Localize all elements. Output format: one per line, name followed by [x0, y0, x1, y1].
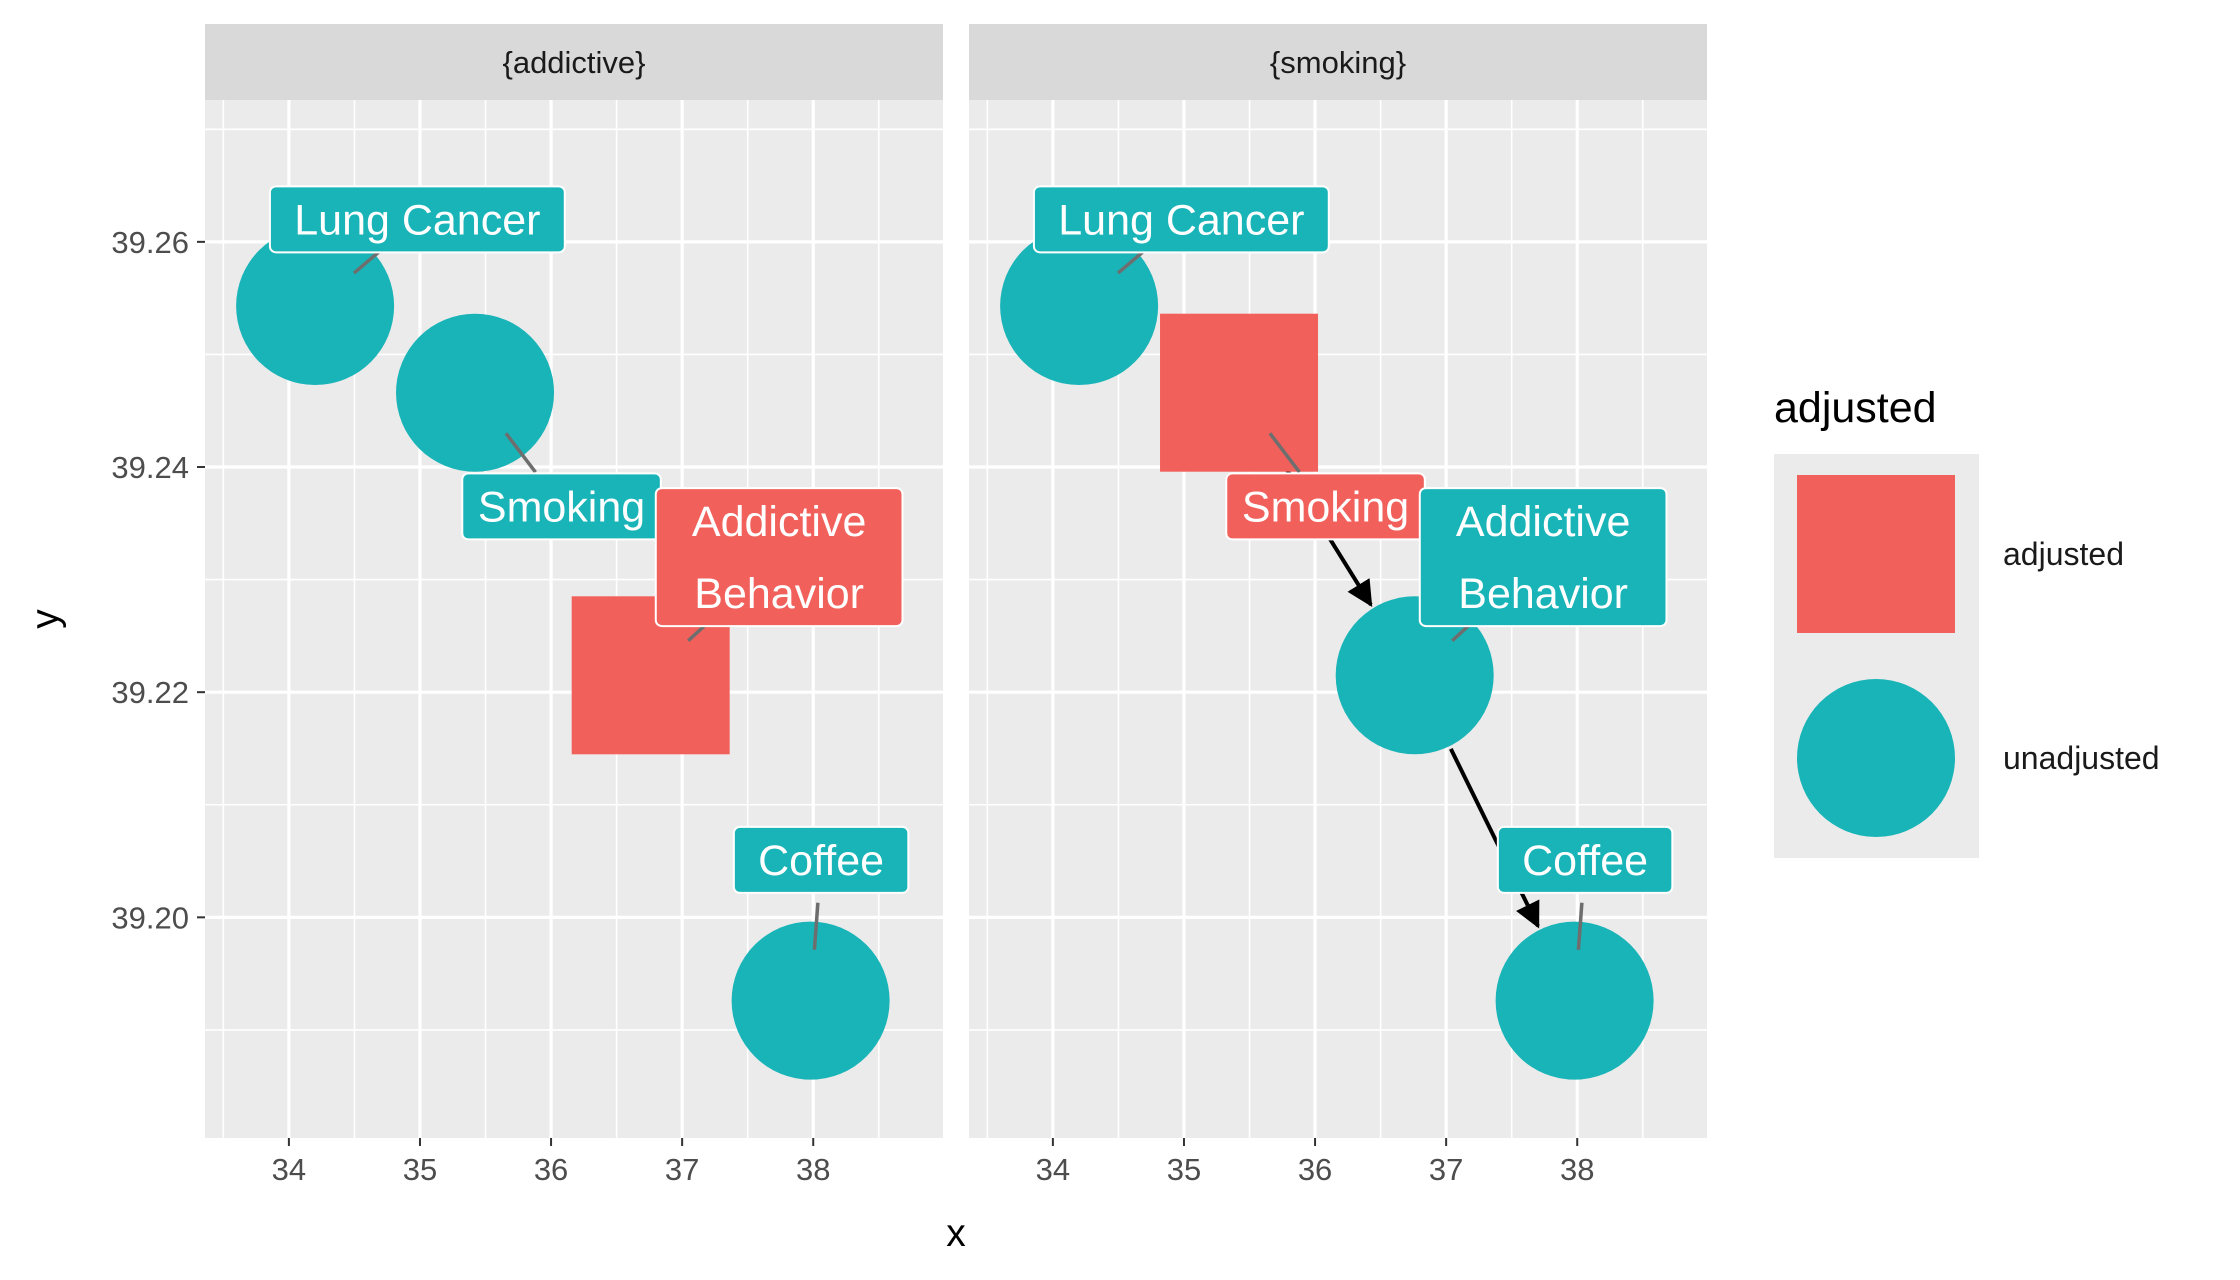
node-label-line: Behavior — [1458, 570, 1628, 618]
strip-label: {smoking} — [1270, 45, 1406, 80]
legend-label: unadjusted — [2003, 740, 2160, 776]
legend: adjusted adjusted unadjusted — [1774, 384, 2160, 858]
node-label-line: Behavior — [694, 570, 864, 618]
node-label: Coffee — [758, 837, 884, 885]
node-label-line: Smoking — [1242, 483, 1409, 531]
node-circle — [396, 313, 555, 472]
label-leader — [812, 902, 820, 950]
node-label-line: Lung Cancer — [294, 196, 540, 244]
node-label-box — [1496, 825, 1674, 894]
node-square — [1160, 313, 1319, 472]
label-leader — [504, 432, 537, 474]
node-label-box — [732, 825, 910, 894]
node-label: Coffee — [1522, 837, 1648, 885]
node-label: Smoking — [1242, 483, 1409, 531]
node-label: Smoking — [478, 483, 645, 531]
x-axis-title: x — [946, 1212, 966, 1255]
x-tick-label: 35 — [403, 1152, 437, 1187]
node-circle — [731, 921, 890, 1080]
node-label: Addictive Behavior — [692, 498, 866, 618]
node-label-box — [1418, 487, 1668, 628]
y-axis-title: y — [24, 609, 67, 629]
node-label-line: Coffee — [1522, 837, 1648, 885]
node-label-box — [1032, 185, 1330, 254]
x-tick-label: 38 — [1560, 1152, 1594, 1187]
node-label: Lung Cancer — [294, 196, 540, 244]
node-label-line: Addictive — [692, 498, 866, 546]
node-circle — [1000, 227, 1159, 386]
y-tick-label: 39.22 — [111, 675, 189, 710]
x-tick-label: 36 — [1298, 1152, 1332, 1187]
y-tick-label: 39.24 — [111, 450, 189, 485]
x-tick-label: 34 — [1036, 1152, 1070, 1187]
x-tick-label: 37 — [1429, 1152, 1463, 1187]
node-circle — [1335, 596, 1494, 755]
x-tick-label: 37 — [665, 1152, 699, 1187]
y-tick-label: 39.20 — [111, 900, 189, 935]
x-tick-label: 34 — [272, 1152, 306, 1187]
legend-key-square — [1797, 475, 1955, 633]
node-label-line: Coffee — [758, 837, 884, 885]
node-label-line: Addictive — [1456, 498, 1630, 546]
x-tick-label: 35 — [1167, 1152, 1201, 1187]
strip-label: {addictive} — [502, 45, 645, 80]
node-label-line: Lung Cancer — [1058, 196, 1304, 244]
strip-background — [205, 24, 943, 100]
node-circle — [236, 227, 395, 386]
node-label: Lung Cancer — [1058, 196, 1304, 244]
legend-title: adjusted — [1774, 384, 1937, 432]
node-label: Addictive Behavior — [1456, 498, 1630, 618]
node-label-line: Smoking — [478, 483, 645, 531]
node-label-box — [654, 487, 904, 628]
x-tick-label: 36 — [534, 1152, 568, 1187]
legend-key-circle — [1797, 679, 1955, 837]
label-leader — [1576, 902, 1584, 950]
node-label-box — [268, 185, 566, 254]
strip-background — [969, 24, 1707, 100]
node-circle — [1495, 921, 1654, 1080]
y-tick-label: 39.26 — [111, 225, 189, 260]
label-leader — [1268, 432, 1301, 474]
legend-label: adjusted — [2003, 536, 2124, 572]
panel-2: {smoking} 34 35 36 37 38 Lung Cancer Smoking Add… — [969, 24, 1707, 1187]
panel-1: {addictive} 34 35 36 37 38 39.20 39.22 39.24 39.2… — [111, 24, 943, 1187]
edge-arrow — [1449, 747, 1540, 929]
x-tick-label: 38 — [796, 1152, 830, 1187]
